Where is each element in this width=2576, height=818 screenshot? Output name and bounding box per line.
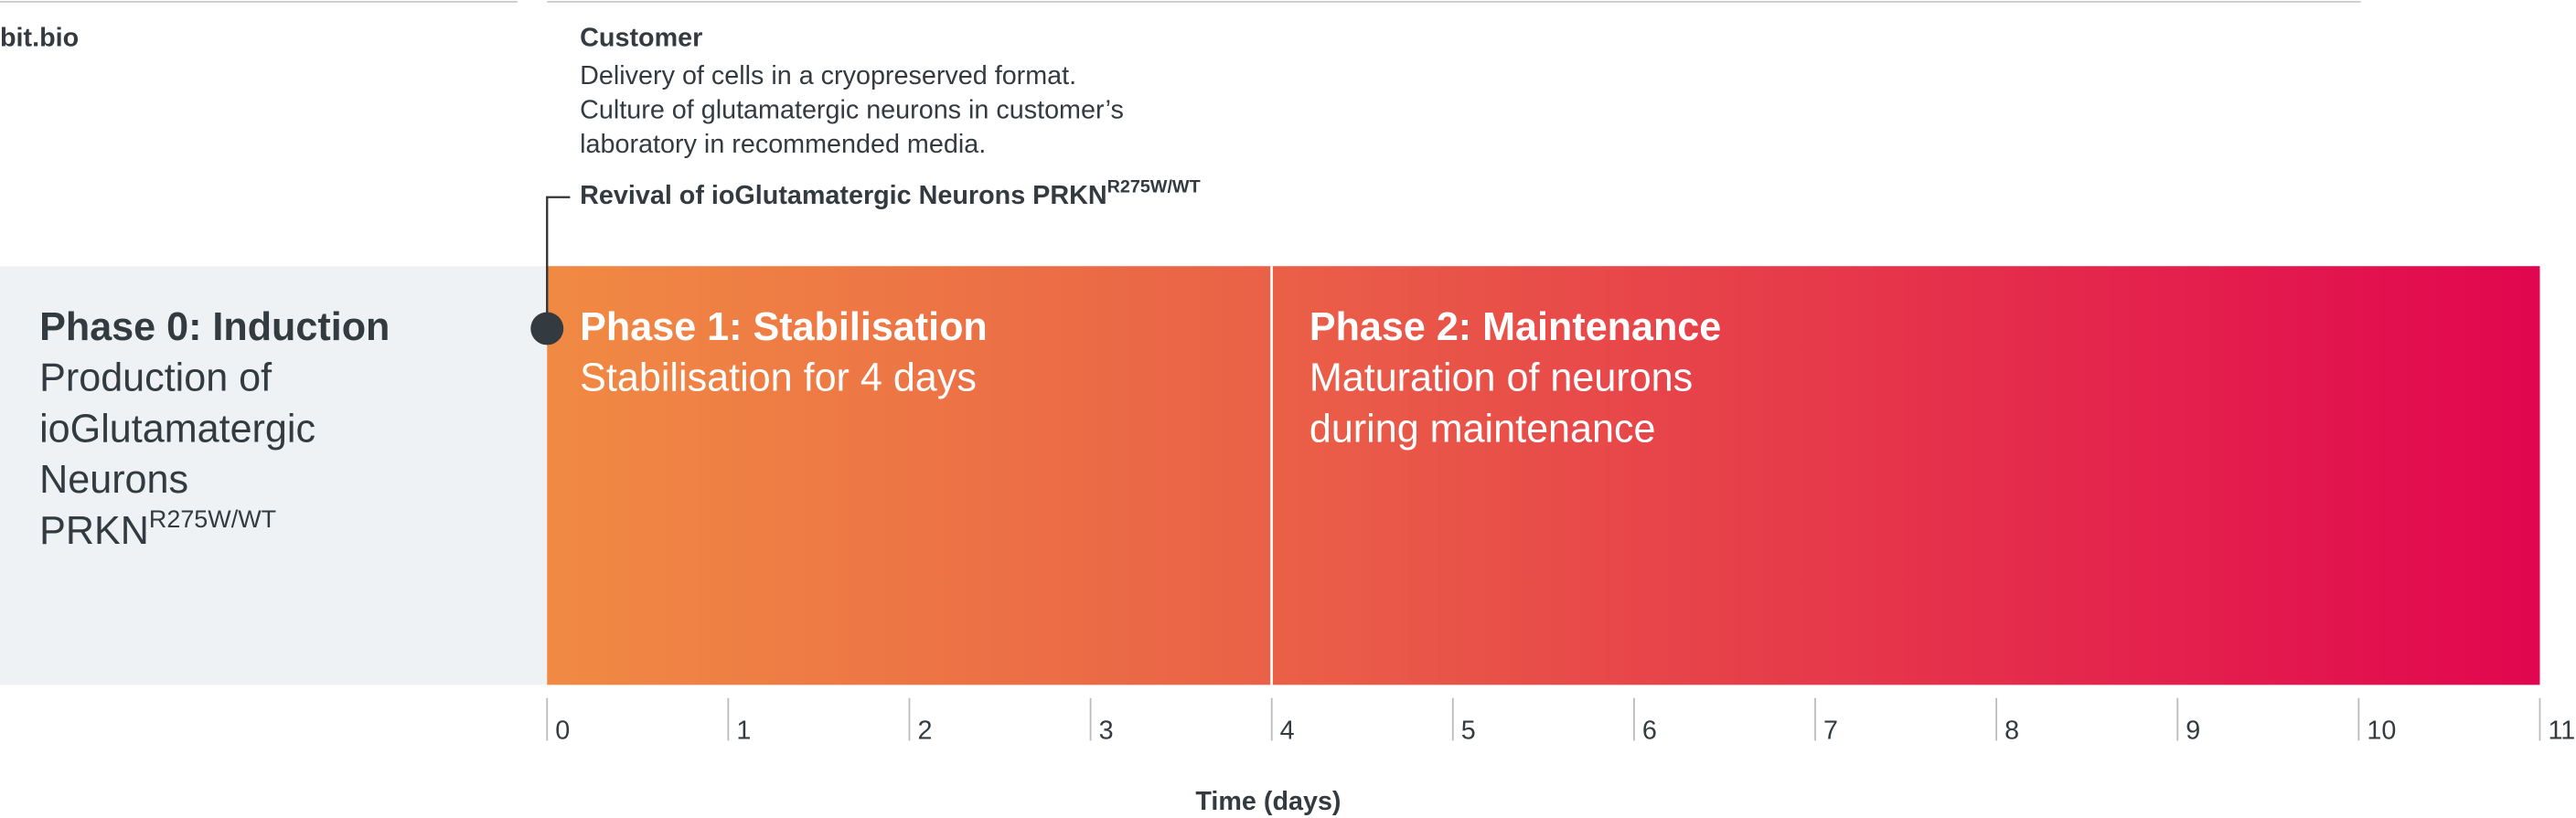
phase-line-text: Production of <box>39 356 273 400</box>
phase-1-2-band <box>547 266 2540 685</box>
customer-line: Delivery of cells in a cryopreserved for… <box>580 61 1076 90</box>
revival-bracket <box>546 196 571 329</box>
tick-label: 9 <box>2186 717 2200 746</box>
revival-label: Revival of ioGlutamatergic Neurons PRKNR… <box>580 176 1200 210</box>
phase-title: Phase 1: Stabilisation <box>580 305 988 349</box>
tick-label: 4 <box>1280 717 1295 746</box>
phase-line: Stabilisation for 4 days <box>580 356 977 400</box>
phase-line-text: PRKN <box>39 509 149 553</box>
tick-label: 8 <box>2004 717 2019 746</box>
revival-dot <box>530 312 564 345</box>
phase-line: during maintenance <box>1309 407 1656 451</box>
phase-0-band <box>0 266 548 685</box>
revival-superscript: R275W/WT <box>1107 176 1201 197</box>
tick-label: 3 <box>1099 717 1114 746</box>
phase-line: Production of <box>39 356 273 400</box>
phase-line-text: during maintenance <box>1309 407 1656 451</box>
phase-line: PRKNR275W/WT <box>39 505 276 553</box>
customer-line: laboratory in recommended media. <box>580 130 986 159</box>
phase-title: Phase 0: Induction <box>39 305 390 349</box>
phase-line-text: Maturation of neurons <box>1309 356 1693 400</box>
tick-label: 2 <box>917 717 932 746</box>
brand: bit.bio <box>0 23 79 52</box>
phase-line-text: ioGlutamatergic <box>39 407 315 451</box>
tick-label: 6 <box>1642 717 1657 746</box>
tick-label: 1 <box>736 717 751 746</box>
phase-line-text: Stabilisation for 4 days <box>580 356 977 400</box>
tick-label: 5 <box>1461 717 1476 746</box>
customer-line: Culture of glutamatergic neurons in cust… <box>580 96 1124 125</box>
phase-line: Maturation of neurons <box>1309 356 1693 400</box>
phase-line: Neurons <box>39 458 188 502</box>
tick-label: 0 <box>555 717 570 746</box>
tick-label: 10 <box>2367 717 2396 746</box>
phase-title: Phase 2: Maintenance <box>1309 305 1721 349</box>
phase-superscript: R275W/WT <box>149 505 276 533</box>
tick-label: 7 <box>1823 717 1838 746</box>
axis-title: Time (days) <box>1195 787 1341 816</box>
phase-line-text: Neurons <box>39 458 188 502</box>
phase-line: ioGlutamatergic <box>39 407 315 451</box>
revival-text: Revival of ioGlutamatergic Neurons PRKN <box>580 181 1106 210</box>
tick-label: 11 <box>2548 717 2575 746</box>
customer-title: Customer <box>580 23 702 52</box>
